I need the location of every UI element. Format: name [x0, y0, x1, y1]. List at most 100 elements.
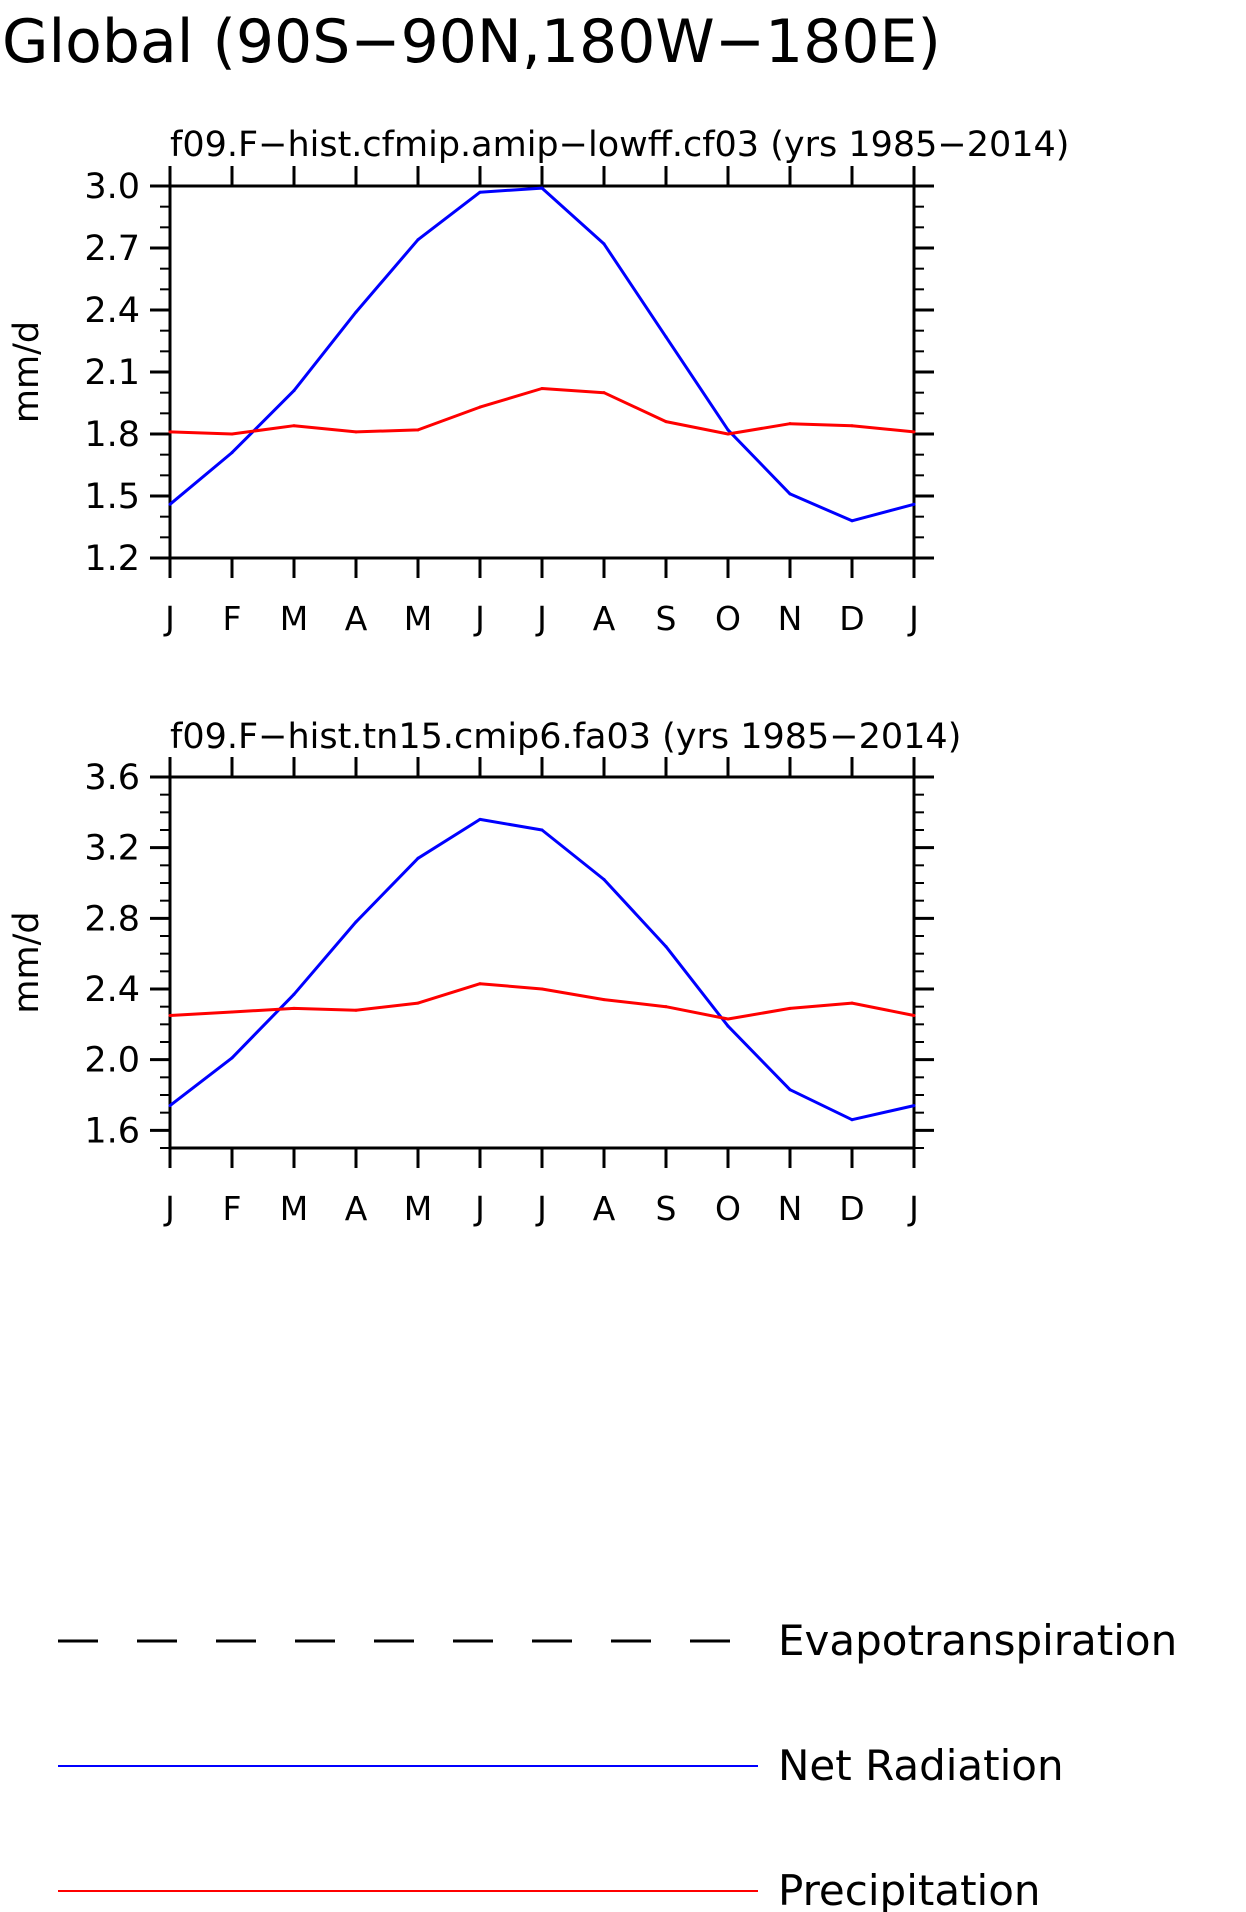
data-point-net-radiation: [292, 389, 296, 393]
data-point-precipitation: [478, 405, 482, 409]
series-line-net-radiation: [169, 186, 915, 523]
data-point-precipitation: [478, 982, 482, 986]
data-point-precipitation: [230, 1010, 234, 1014]
data-point-precipitation: [912, 430, 916, 434]
data-point-precipitation: [602, 998, 606, 1002]
data-point-net-radiation: [912, 502, 916, 506]
data-point-net-radiation: [788, 492, 792, 496]
legend-label: Precipitation: [778, 1866, 1041, 1912]
data-point-precipitation: [540, 387, 544, 391]
x-tick-label: M: [280, 1189, 308, 1228]
series-line-precipitation: [169, 387, 915, 436]
y-tick-label: 1.5: [84, 477, 140, 517]
chart-panels: f09.F−hist.cfmip.amip−lowff.cf03 (yrs 19…: [7, 125, 1069, 1228]
x-tick-label: N: [778, 599, 803, 638]
x-tick-label: F: [223, 1189, 242, 1228]
data-point-net-radiation: [354, 310, 358, 314]
data-point-net-radiation: [726, 428, 730, 432]
data-point-net-radiation: [788, 1088, 792, 1092]
data-point-net-radiation: [416, 238, 420, 242]
data-point-net-radiation: [726, 1024, 730, 1028]
data-point-precipitation: [850, 424, 854, 428]
data-point-precipitation: [788, 422, 792, 426]
data-point-precipitation: [168, 430, 172, 434]
data-point-precipitation: [292, 424, 296, 428]
data-point-net-radiation: [540, 186, 544, 190]
chart-title: f09.F−hist.cfmip.amip−lowff.cf03 (yrs 19…: [170, 125, 1069, 165]
chart-title: f09.F−hist.tn15.cmip6.fa03 (yrs 1985−201…: [170, 717, 961, 757]
data-point-precipitation: [850, 1001, 854, 1005]
y-tick-label: 2.0: [84, 1041, 140, 1081]
x-tick-label: D: [839, 599, 864, 638]
data-point-net-radiation: [478, 817, 482, 821]
x-tick-label: M: [404, 1189, 432, 1228]
x-tick-label: J: [535, 599, 547, 638]
data-point-net-radiation: [602, 242, 606, 246]
x-tick-label: A: [345, 599, 368, 638]
y-tick-label: 2.1: [84, 353, 140, 393]
x-tick-label: A: [345, 1189, 368, 1228]
x-tick-label: S: [656, 599, 677, 638]
x-tick-label: D: [839, 1189, 864, 1228]
y-tick-label: 2.8: [84, 899, 140, 939]
legend-label: Evapotranspiration: [778, 1616, 1177, 1665]
data-point-net-radiation: [292, 992, 296, 996]
x-tick-label: A: [593, 599, 616, 638]
y-tick-label: 2.4: [84, 970, 140, 1010]
x-tick-label: M: [404, 599, 432, 638]
y-tick-label: 2.7: [84, 229, 140, 269]
data-point-precipitation: [602, 391, 606, 395]
data-point-precipitation: [788, 1006, 792, 1010]
data-point-precipitation: [354, 1008, 358, 1012]
data-point-net-radiation: [478, 190, 482, 194]
chart-panel-1: f09.F−hist.cfmip.amip−lowff.cf03 (yrs 19…: [7, 125, 1069, 638]
legend-label: Net Radiation: [778, 1741, 1064, 1790]
x-tick-label: F: [223, 599, 242, 638]
series-line-net-radiation: [169, 817, 915, 1122]
x-tick-label: O: [715, 1189, 741, 1228]
y-axis-label: mm/d: [7, 321, 47, 423]
x-tick-label: J: [473, 1189, 485, 1228]
data-point-precipitation: [292, 1006, 296, 1010]
x-tick-label: J: [473, 599, 485, 638]
y-tick-label: 3.6: [84, 758, 140, 798]
data-point-net-radiation: [664, 945, 668, 949]
y-axis-label: mm/d: [7, 911, 47, 1013]
main-title: Global (90S−90N,180W−180E): [2, 7, 941, 77]
data-point-net-radiation: [168, 1104, 172, 1108]
data-point-net-radiation: [230, 451, 234, 455]
data-point-precipitation: [540, 987, 544, 991]
data-point-precipitation: [912, 1014, 916, 1017]
data-point-precipitation: [664, 420, 668, 424]
x-tick-label: M: [280, 599, 308, 638]
plot-frame: [168, 184, 916, 560]
chart-panel-2: f09.F−hist.tn15.cmip6.fa03 (yrs 1985−201…: [7, 717, 961, 1228]
y-tick-label: 3.2: [84, 829, 140, 869]
x-tick-label: J: [163, 599, 175, 638]
data-point-precipitation: [354, 430, 358, 434]
data-point-net-radiation: [354, 920, 358, 924]
data-point-precipitation: [726, 432, 730, 436]
data-point-precipitation: [168, 1014, 172, 1017]
x-tick-label: N: [778, 1189, 803, 1228]
y-tick-label: 1.8: [84, 415, 140, 455]
x-tick-label: S: [656, 1189, 677, 1228]
y-tick-label: 3.0: [84, 167, 140, 207]
data-point-net-radiation: [416, 856, 420, 860]
y-tick-label: 2.4: [84, 291, 140, 331]
x-tick-label: J: [907, 1189, 919, 1228]
data-point-net-radiation: [850, 519, 854, 523]
data-point-net-radiation: [912, 1104, 916, 1108]
data-point-net-radiation: [850, 1118, 854, 1122]
plot-frame: [168, 775, 916, 1150]
data-point-net-radiation: [230, 1056, 234, 1060]
legend-item-precipitation: Precipitation: [58, 1866, 1041, 1912]
data-point-net-radiation: [168, 502, 172, 506]
x-tick-label: J: [907, 599, 919, 638]
legend: Evapotranspiration Net Radiation Precipita…: [58, 1616, 1177, 1912]
data-point-precipitation: [230, 432, 234, 436]
y-tick-label: 1.2: [84, 539, 140, 579]
x-tick-label: J: [163, 1189, 175, 1228]
legend-item-net-radiation: Net Radiation: [58, 1741, 1064, 1790]
